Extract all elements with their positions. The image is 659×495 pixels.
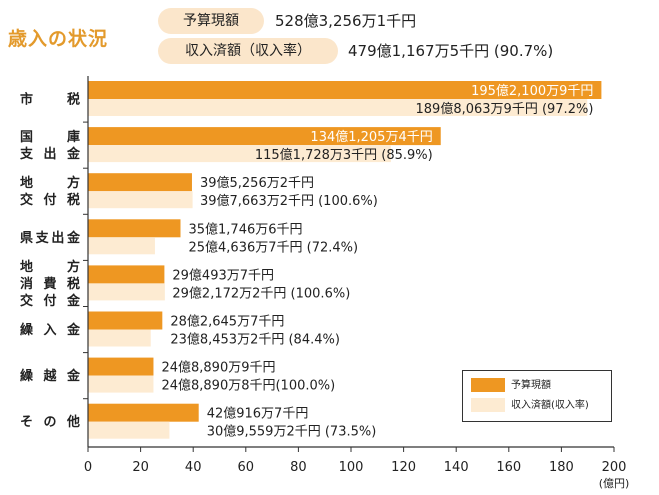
x-tick-label-160: 160 <box>496 460 521 475</box>
x-tick-label-0: 0 <box>84 460 92 475</box>
legend-item-income: 収入済額(収入率) <box>471 398 589 414</box>
category-label-4-line-2: 交付金 <box>20 293 81 309</box>
bar-income-3 <box>88 237 155 255</box>
bar-income-4 <box>88 283 165 301</box>
bar-budget-4 <box>88 265 165 284</box>
bar-budget-1 <box>88 127 441 146</box>
category-label-4-line-1: 消費税 <box>20 276 80 292</box>
category-label-0-line-0: 市 税 <box>20 92 80 108</box>
x-tick-label-140: 140 <box>444 460 469 475</box>
legend-swatch-income <box>471 398 505 412</box>
data-label-income-4: 29億2,172万2千円 (100.6%) <box>172 285 350 301</box>
x-tick-label-60: 60 <box>238 460 255 475</box>
legend-label-income: 収入済額(収入率) <box>511 400 589 411</box>
bar-budget-2 <box>88 173 192 192</box>
x-tick-label-40: 40 <box>185 460 202 475</box>
x-tick-label-200: 200 <box>602 460 627 475</box>
legend-label-budget: 予算現額 <box>511 380 551 391</box>
x-tick-label-120: 120 <box>391 460 416 475</box>
budget-total-value: 528億3,256万1千円 <box>275 12 417 30</box>
data-label-budget-6: 24億8,890万9千円 <box>161 360 275 376</box>
x-tick-label-100: 100 <box>339 460 364 475</box>
category-label-2-line-0: 地 方 <box>20 175 80 191</box>
category-label-4-line-0: 地 方 <box>20 259 80 275</box>
category-label-1-line-1: 支出金 <box>19 146 81 162</box>
bar-income-1 <box>88 145 391 163</box>
category-label-7-line-0: そ の 他 <box>20 414 80 430</box>
data-label-budget-5: 28億2,645万7千円 <box>170 314 284 330</box>
legend-item-budget: 予算現額 <box>471 378 551 394</box>
x-tick-label-80: 80 <box>290 460 307 475</box>
section-title: 歳入の状況 <box>8 28 109 50</box>
data-label-income-0: 189億8,063万9千円 (97.2%) <box>416 101 594 117</box>
data-label-budget-0: 195億2,100万9千円 <box>471 83 593 99</box>
chart-legend: 予算現額 収入済額(収入率) <box>462 370 612 422</box>
data-label-income-3: 25億4,636万7千円 (72.4%) <box>188 239 358 255</box>
category-label-6-line-0: 繰越金 <box>20 368 81 384</box>
category-label-2-line-1: 交付税 <box>20 192 80 208</box>
data-label-income-7: 30億9,559万2千円 (73.5%) <box>207 424 377 440</box>
data-label-income-5: 23億8,453万2千円 (84.4%) <box>170 332 340 348</box>
x-tick-label-180: 180 <box>549 460 574 475</box>
x-axis-unit-label: (億円) <box>599 477 630 490</box>
data-label-budget-3: 35億1,746万6千円 <box>188 221 302 237</box>
data-label-budget-4: 29億493万7千円 <box>172 267 274 283</box>
data-label-income-1: 115億1,728万3千円 (85.9%) <box>255 147 433 163</box>
bar-budget-5 <box>88 311 163 330</box>
income-label-pill: 収入済額（収入率） <box>158 38 338 64</box>
data-label-income-6: 24億8,890万8千円(100.0%) <box>161 378 335 394</box>
data-label-budget-1: 134億1,205万4千円 <box>310 129 432 145</box>
bar-income-6 <box>88 375 154 393</box>
bar-budget-7 <box>88 403 199 422</box>
category-label-5-line-0: 繰入金 <box>20 322 81 338</box>
x-tick-label-20: 20 <box>132 460 149 475</box>
income-total-value: 479億1,167万5千円 (90.7%) <box>348 42 554 60</box>
data-label-budget-2: 39億5,256万2千円 <box>200 175 314 191</box>
bar-income-2 <box>88 191 193 209</box>
bar-budget-6 <box>88 357 154 376</box>
bar-budget-0 <box>88 81 602 99</box>
legend-swatch-budget <box>471 378 505 392</box>
data-label-budget-7: 42億916万7千円 <box>207 406 309 422</box>
bar-income-7 <box>88 421 170 439</box>
data-label-income-2: 39億7,663万2千円 (100.6%) <box>200 193 378 209</box>
bar-income-0 <box>88 99 588 116</box>
bar-income-5 <box>88 329 151 347</box>
category-label-3-line-0: 県支出金 <box>20 230 81 246</box>
category-label-1-line-0: 国 庫 <box>20 129 80 145</box>
bar-budget-3 <box>88 219 181 238</box>
budget-label-pill: 予算現額 <box>158 8 264 34</box>
